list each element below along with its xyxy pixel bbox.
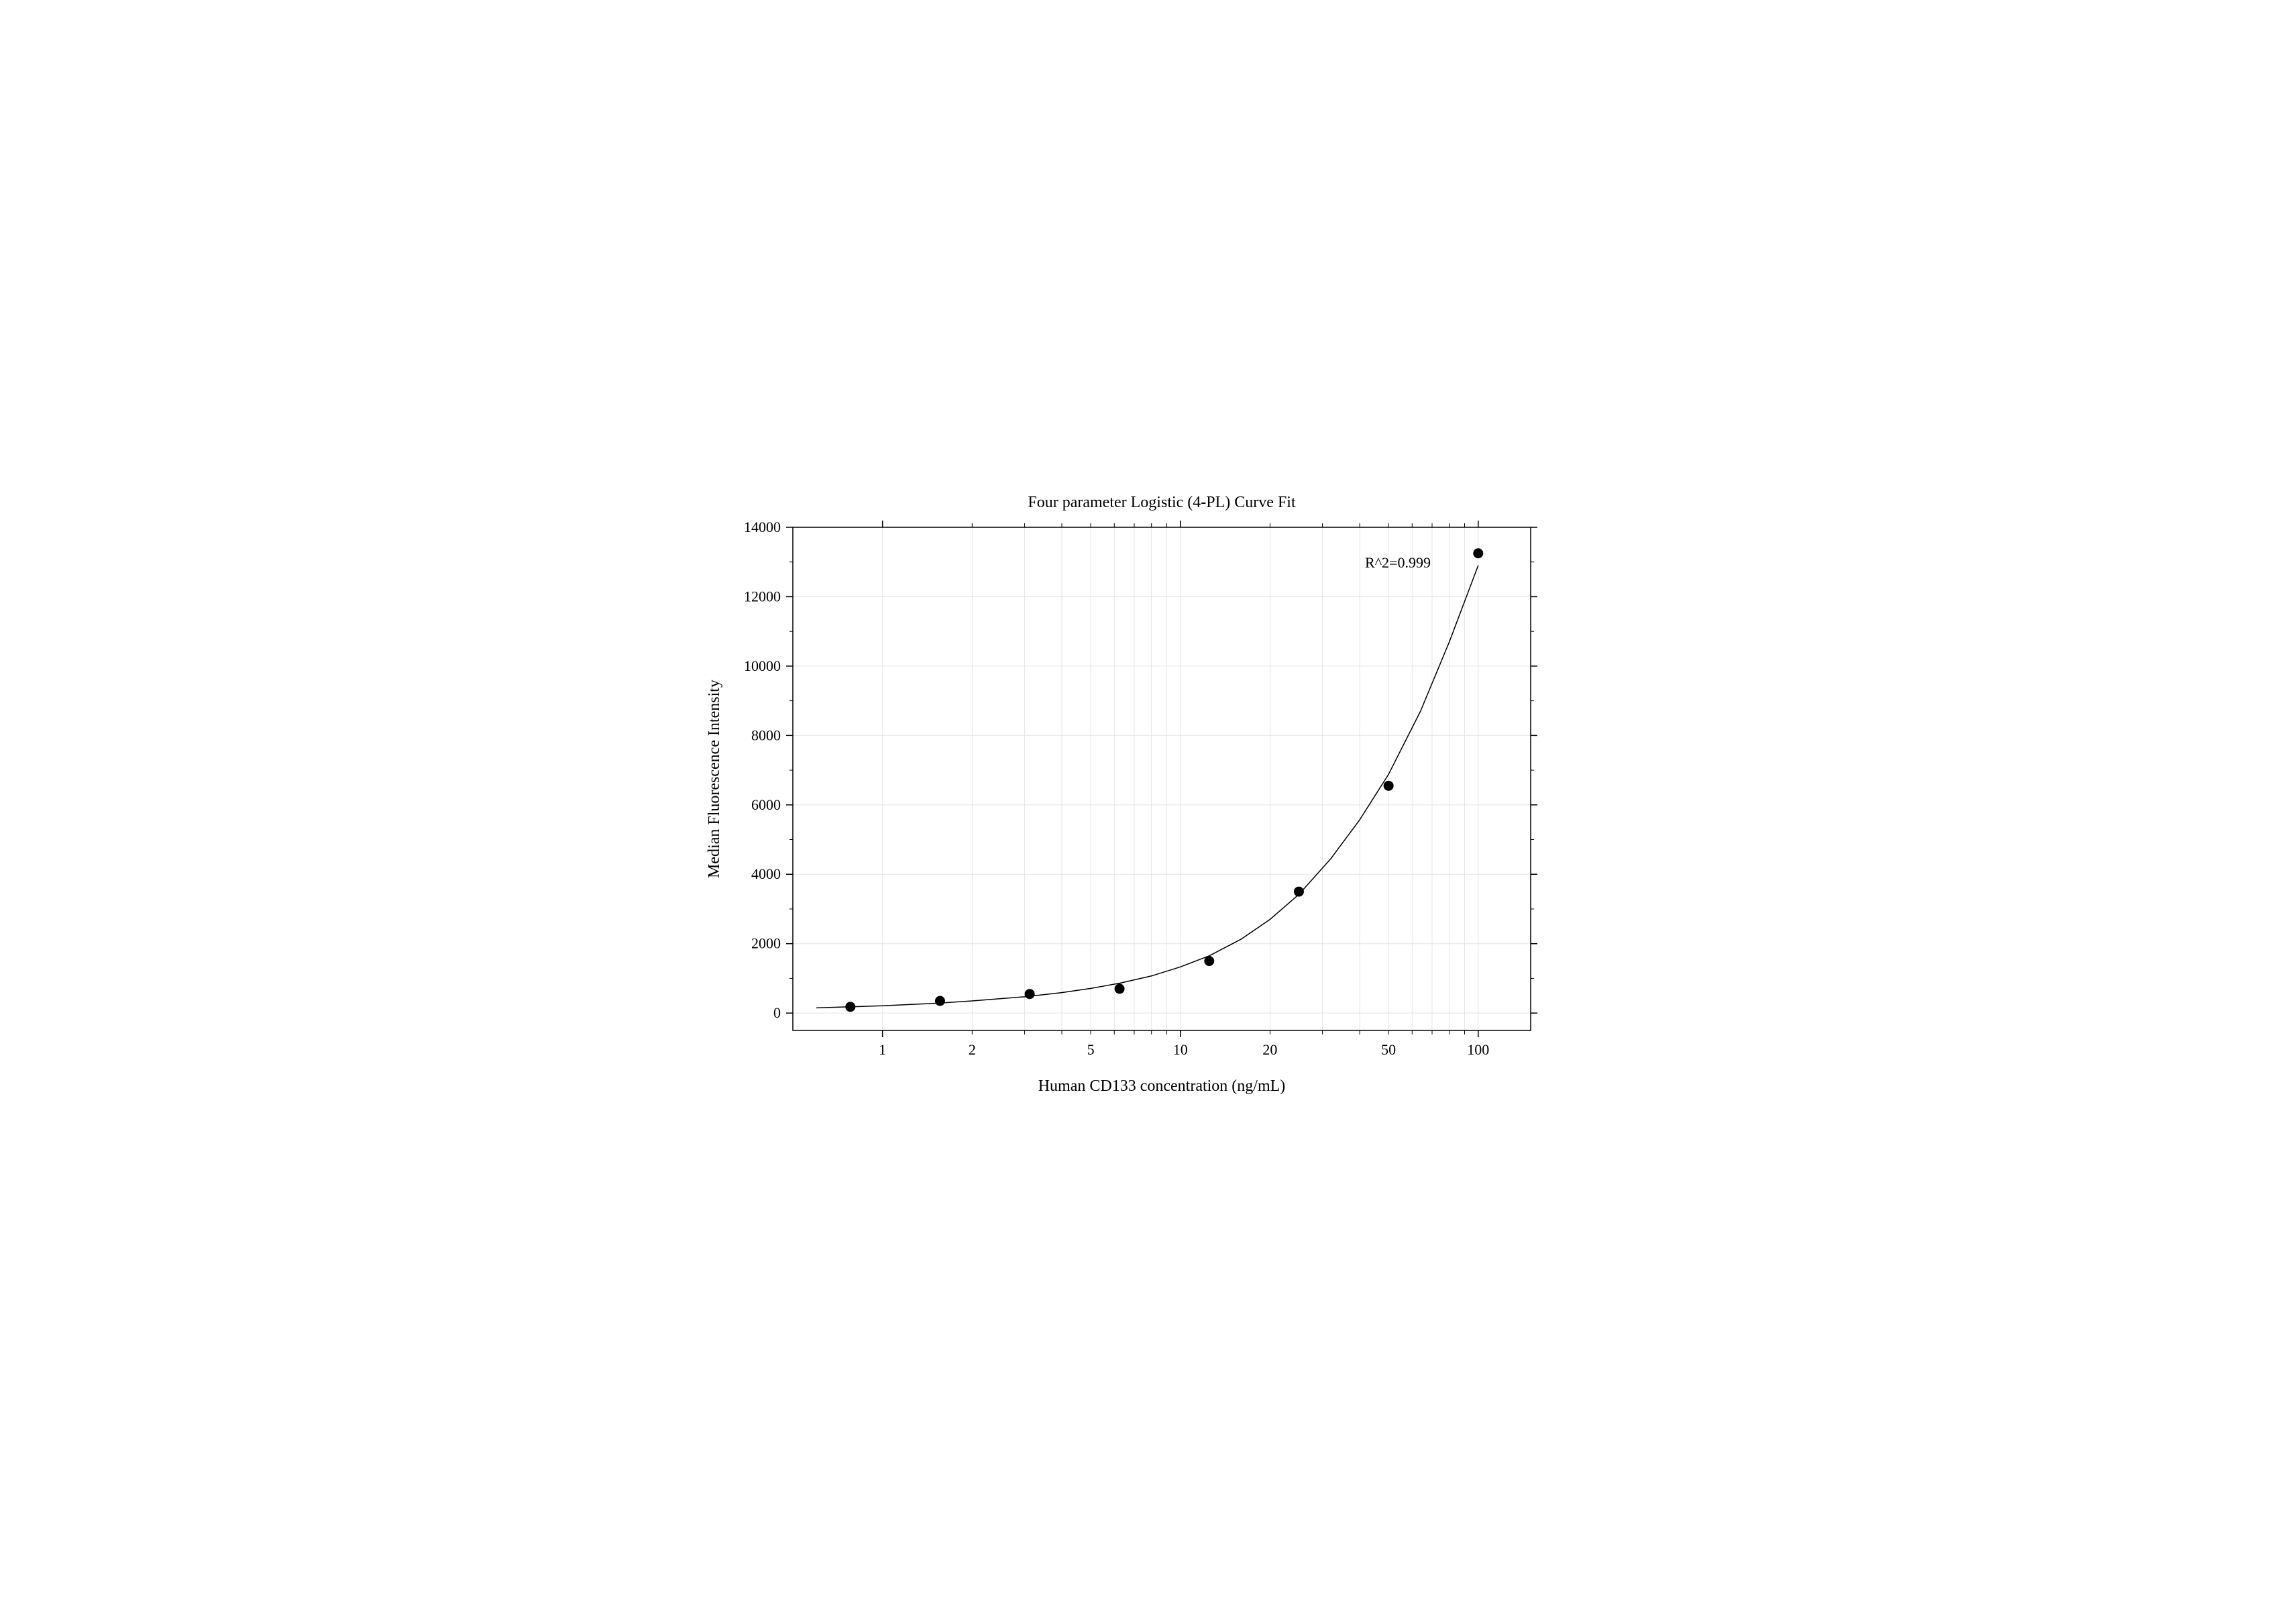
r-squared-annotation: R^2=0.999 <box>1365 554 1431 571</box>
y-tick-label: 2000 <box>751 934 781 951</box>
x-tick-label: 1 <box>879 1041 886 1058</box>
y-tick-label: 0 <box>773 1004 781 1021</box>
y-tick-label: 10000 <box>744 657 781 674</box>
data-point <box>1204 956 1214 966</box>
data-point <box>934 996 944 1006</box>
y-axis-label: Median Fluorescence Intensity <box>706 680 723 878</box>
y-tick-label: 12000 <box>744 588 781 604</box>
chart-title: Four parameter Logistic (4-PL) Curve Fit <box>1028 494 1296 511</box>
chart-container: 1 10 100 2 5 20 50 0 2000 4000 6000 8000 10000 12000 1… <box>679 474 1618 1131</box>
x-minor-tick-label: 20 <box>1262 1041 1277 1058</box>
x-minor-tick-label: 50 <box>1381 1041 1396 1058</box>
y-tick-label: 14000 <box>744 519 781 535</box>
data-point <box>1473 548 1483 558</box>
x-minor-tick-label: 5 <box>1087 1041 1094 1058</box>
data-point <box>1293 886 1303 896</box>
data-point <box>1114 983 1124 994</box>
y-tick-label: 8000 <box>751 727 781 743</box>
x-axis-label: Human CD133 concentration (ng/mL) <box>1038 1077 1285 1095</box>
x-tick-label: 10 <box>1172 1041 1187 1058</box>
data-point <box>1383 780 1393 790</box>
y-tick-label: 6000 <box>751 796 781 812</box>
y-tick-label: 4000 <box>751 865 781 882</box>
data-point <box>845 1002 855 1012</box>
x-tick-label: 100 <box>1467 1041 1489 1058</box>
x-minor-tick-label: 2 <box>968 1041 975 1058</box>
chart-svg: 1 10 100 2 5 20 50 0 2000 4000 6000 8000 10000 12000 1… <box>679 474 1618 1131</box>
data-point <box>1024 989 1034 999</box>
